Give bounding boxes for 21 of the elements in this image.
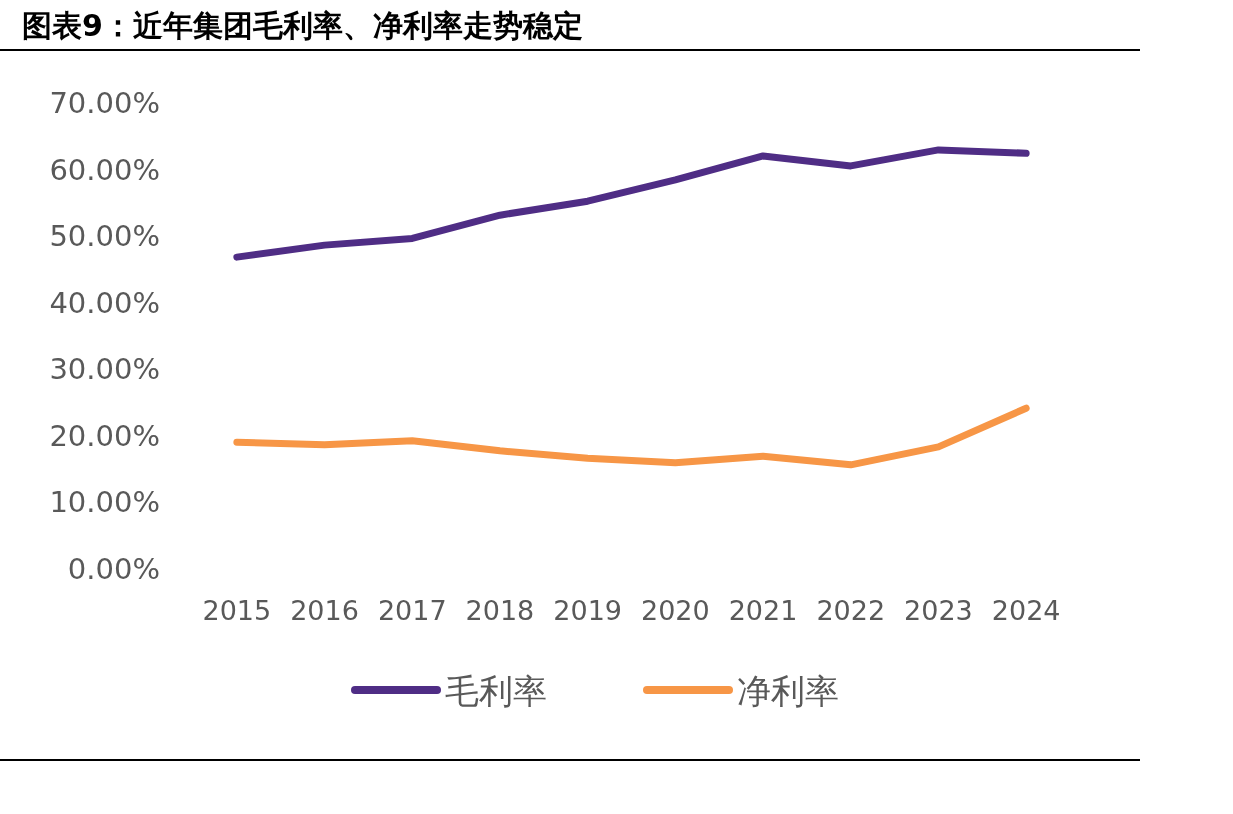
chart-title: 图表9：近年集团毛利率、净利率走势稳定 bbox=[22, 8, 583, 43]
y-tick-label: 0.00% bbox=[67, 552, 160, 586]
x-tick-label: 2015 bbox=[202, 595, 272, 626]
x-tick-label: 2021 bbox=[728, 595, 798, 626]
x-tick-label: 2018 bbox=[465, 595, 535, 626]
x-tick-label: 2022 bbox=[816, 595, 886, 626]
y-tick-label: 40.00% bbox=[49, 285, 160, 320]
legend-label: 毛利率 bbox=[445, 671, 547, 711]
x-tick-label: 2024 bbox=[991, 595, 1061, 626]
x-tick-label: 2020 bbox=[640, 595, 710, 626]
x-tick-label: 2023 bbox=[904, 595, 973, 626]
y-tick-label: 20.00% bbox=[49, 418, 160, 453]
x-tick-label: 2016 bbox=[290, 595, 359, 626]
y-tick-label: 70.00% bbox=[49, 86, 160, 120]
y-tick-label: 50.00% bbox=[49, 219, 160, 254]
y-tick-label: 10.00% bbox=[49, 485, 160, 520]
y-tick-label: 60.00% bbox=[49, 152, 160, 187]
x-tick-label: 2017 bbox=[377, 595, 447, 626]
y-tick-label: 30.00% bbox=[49, 352, 160, 387]
x-tick-label: 2019 bbox=[553, 595, 623, 626]
legend-label: 净利率 bbox=[737, 671, 839, 711]
